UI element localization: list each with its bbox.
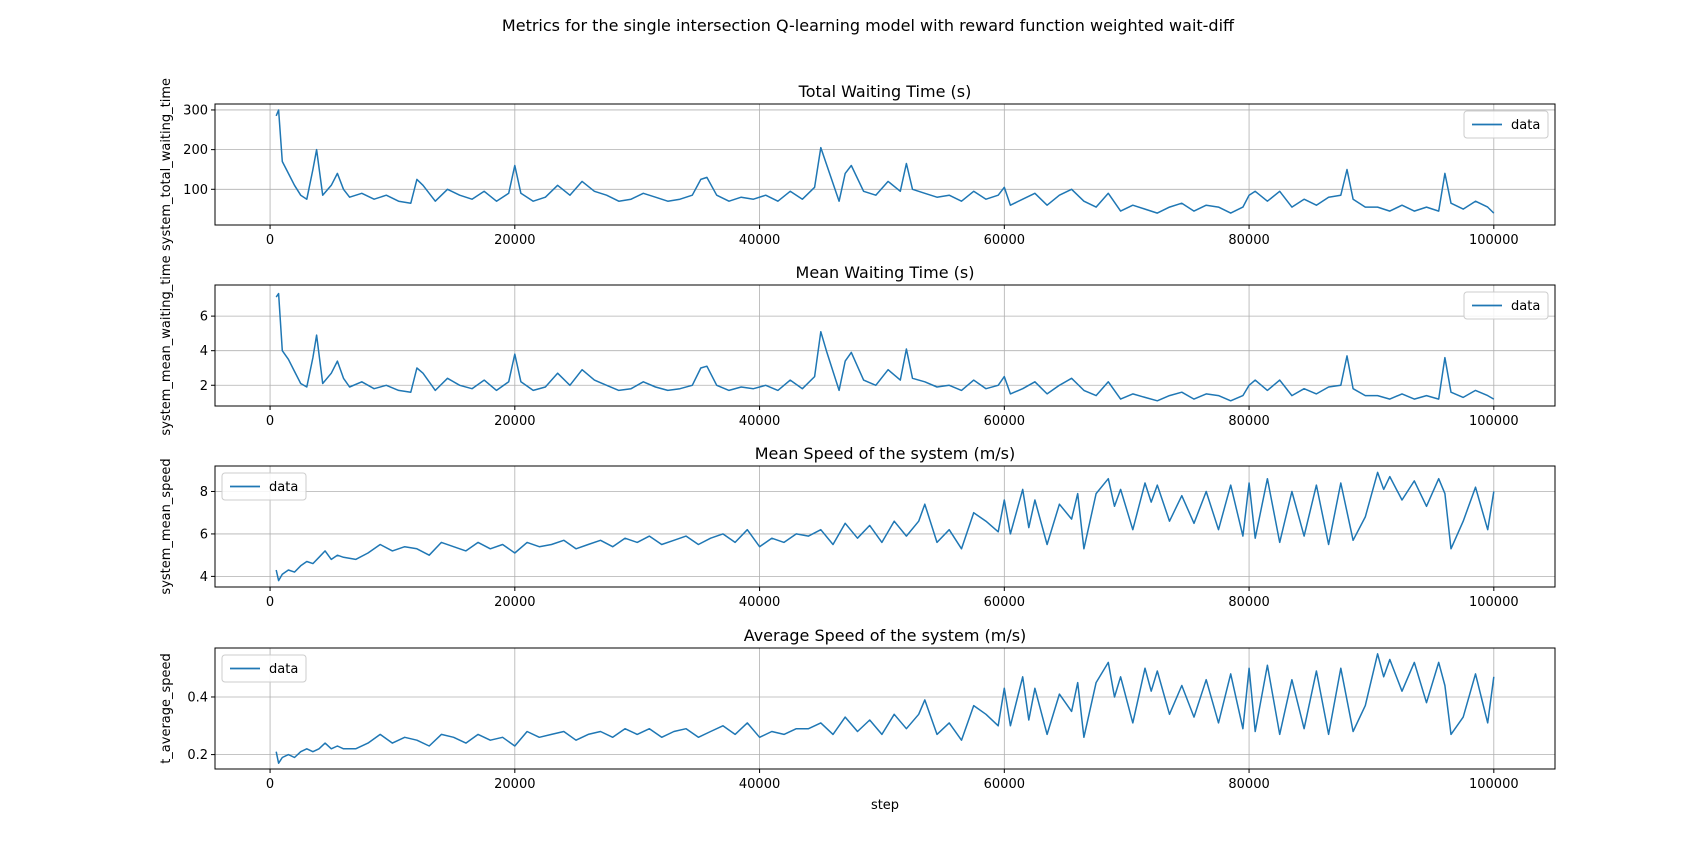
legend: data bbox=[221, 654, 307, 683]
series-line-data bbox=[275, 471, 1495, 582]
y-tick-label: 0.2 bbox=[187, 748, 208, 763]
x-tick-label: 20000 bbox=[494, 595, 535, 610]
y-axis-label: system_mean_speed bbox=[159, 458, 174, 594]
x-tick-label: 100000 bbox=[1469, 777, 1519, 792]
x-axis-label: step bbox=[871, 798, 899, 813]
y-tick-label: 8 bbox=[200, 485, 208, 500]
x-tick-label: 60000 bbox=[984, 777, 1025, 792]
legend: data bbox=[1463, 291, 1549, 320]
x-tick-label: 80000 bbox=[1228, 414, 1269, 429]
x-tick-label: 40000 bbox=[739, 414, 780, 429]
subplots: 0 20000 40000 60000 80000 100000100200300Tota… bbox=[159, 78, 1556, 813]
subplot-3: 0 20000 40000 60000 80000 100000 4 6 8 Mean Speed… bbox=[159, 444, 1556, 610]
x-tick-label: 20000 bbox=[494, 777, 535, 792]
y-tick-label: 2 bbox=[200, 379, 208, 394]
x-tick-label: 0 bbox=[266, 233, 274, 248]
subplot-title: Mean Speed of the system (m/s) bbox=[755, 444, 1016, 463]
legend-box bbox=[221, 472, 307, 501]
subplot-1: 0 20000 40000 60000 80000 100000 100 200 300 Tota… bbox=[159, 78, 1556, 251]
subplot-title: Average Speed of the system (m/s) bbox=[744, 626, 1027, 645]
x-tick-label: 100000 bbox=[1469, 233, 1519, 248]
subplot-title: Total Waiting Time (s) bbox=[798, 82, 972, 101]
y-tick-label: 4 bbox=[200, 570, 208, 585]
axes-frame bbox=[214, 103, 1556, 226]
y-axis-label: system_total_waiting_time bbox=[159, 78, 174, 251]
series-line-data bbox=[275, 109, 1495, 214]
x-tick-label: 0 bbox=[266, 414, 274, 429]
series-line-data bbox=[275, 292, 1495, 402]
x-tick-label: 40000 bbox=[739, 233, 780, 248]
y-tick-label: 6 bbox=[200, 310, 208, 325]
axes-frame bbox=[214, 465, 1556, 588]
figure-suptitle: Metrics for the single intersection Q-le… bbox=[502, 16, 1235, 35]
series-line-data bbox=[275, 653, 1495, 764]
y-tick-label: 100 bbox=[183, 183, 208, 198]
x-tick-label: 60000 bbox=[984, 233, 1025, 248]
y-tick-label: 200 bbox=[183, 143, 208, 158]
y-tick-label: 0.4 bbox=[187, 690, 208, 705]
x-tick-label: 40000 bbox=[739, 777, 780, 792]
legend-box bbox=[1463, 110, 1549, 139]
x-tick-label: 20000 bbox=[494, 233, 535, 248]
x-tick-label: 80000 bbox=[1228, 777, 1269, 792]
x-tick-label: 20000 bbox=[494, 414, 535, 429]
legend-label: data bbox=[1511, 118, 1540, 133]
legend-label: data bbox=[269, 662, 298, 677]
x-tick-label: 80000 bbox=[1228, 595, 1269, 610]
x-tick-label: 80000 bbox=[1228, 233, 1269, 248]
y-axis-label: t_average_speed bbox=[159, 653, 174, 764]
legend-box bbox=[1463, 291, 1549, 320]
x-tick-label: 60000 bbox=[984, 595, 1025, 610]
legend: data bbox=[1463, 110, 1549, 139]
subplot-2: 0 20000 40000 60000 80000 100000 2 4 6 Mean Waiti… bbox=[159, 255, 1556, 436]
axes-frame bbox=[214, 647, 1556, 770]
y-axis-label: system_mean_waiting_time bbox=[159, 255, 174, 435]
y-tick-label: 4 bbox=[200, 344, 208, 359]
x-tick-label: 60000 bbox=[984, 414, 1025, 429]
legend-label: data bbox=[1511, 299, 1540, 314]
legend: data bbox=[221, 472, 307, 501]
y-tick-label: 6 bbox=[200, 527, 208, 542]
legend-label: data bbox=[269, 480, 298, 495]
subplot-4: 0 20000 40000 60000 80000 100000 0.2 0.4 Average… bbox=[159, 626, 1556, 813]
subplot-title: Mean Waiting Time (s) bbox=[796, 263, 975, 282]
y-tick-label: 300 bbox=[183, 103, 208, 118]
axes-frame bbox=[214, 284, 1556, 407]
x-tick-label: 0 bbox=[266, 777, 274, 792]
x-tick-label: 40000 bbox=[739, 595, 780, 610]
x-tick-label: 100000 bbox=[1469, 414, 1519, 429]
x-tick-label: 100000 bbox=[1469, 595, 1519, 610]
legend-box bbox=[221, 654, 307, 683]
x-tick-label: 0 bbox=[266, 595, 274, 610]
